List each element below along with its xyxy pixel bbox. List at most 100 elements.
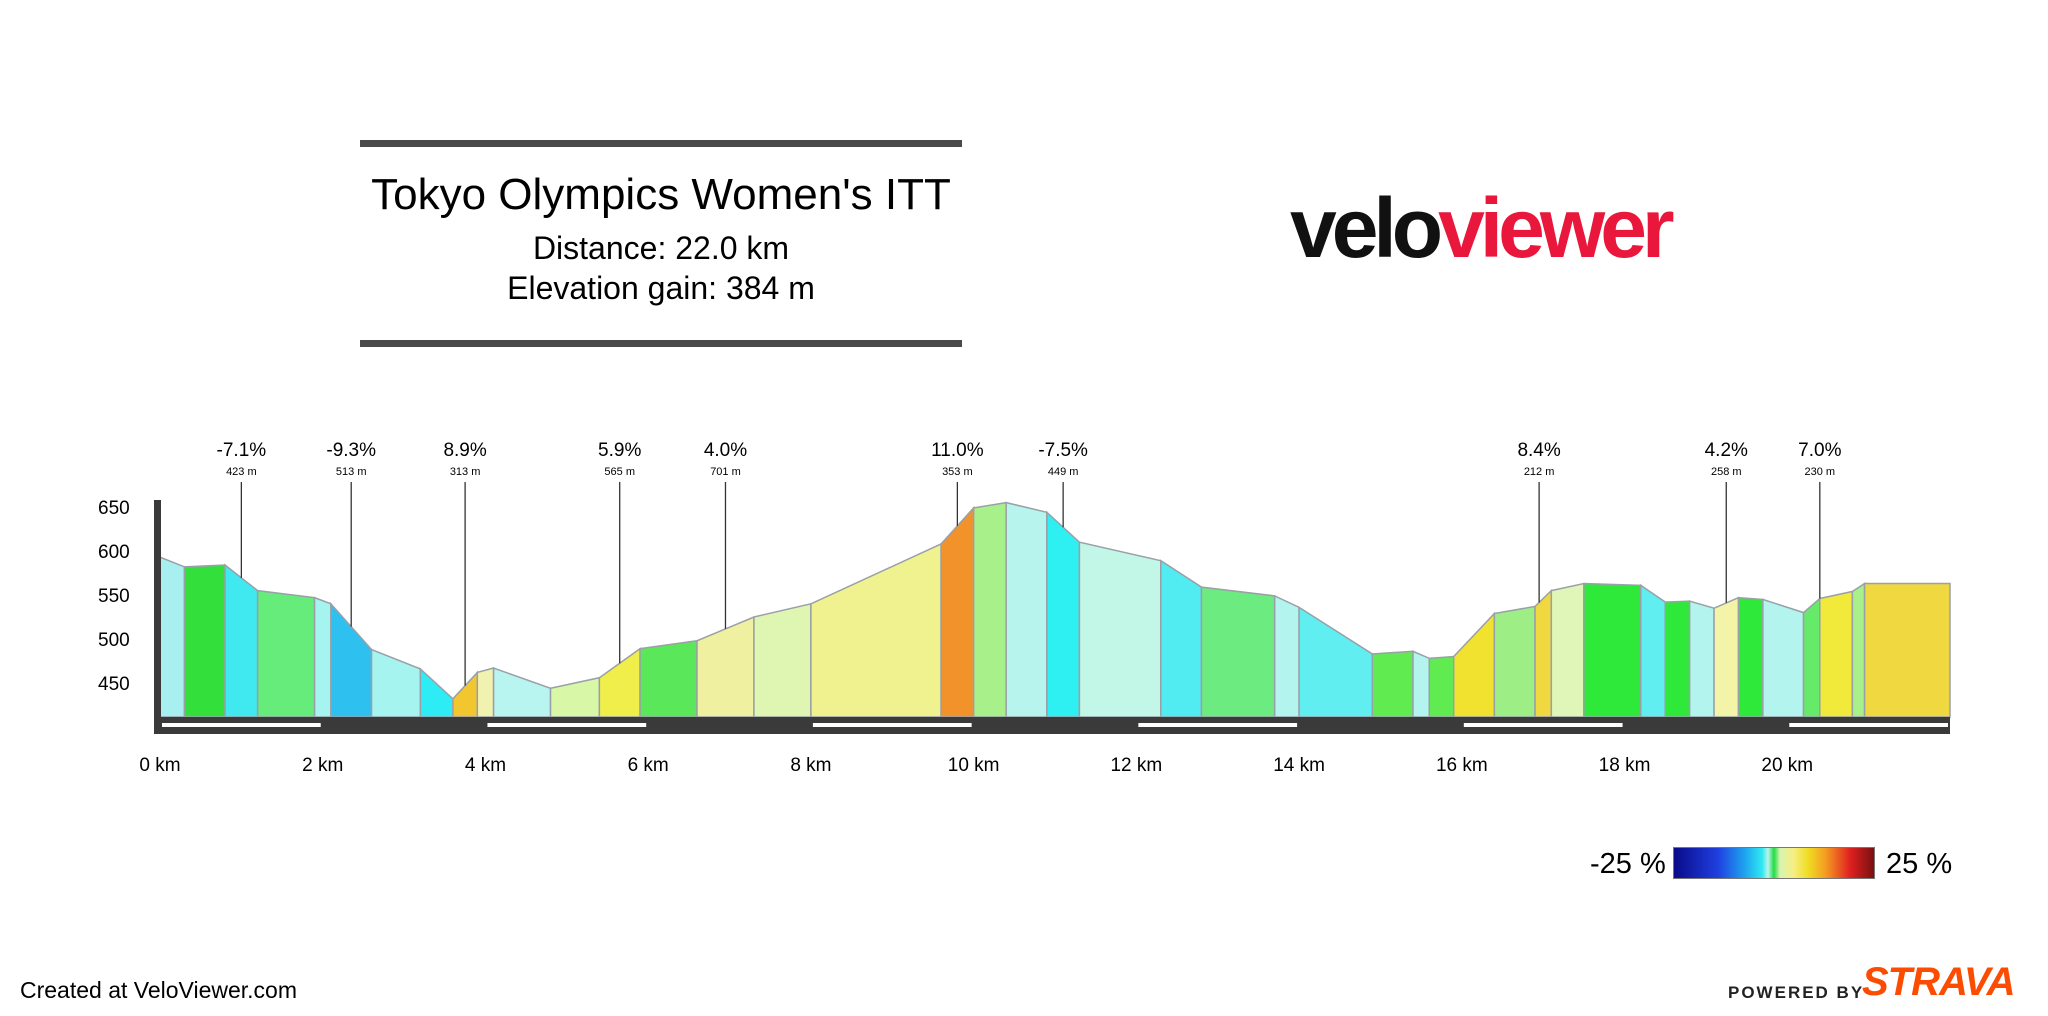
x-tick-label: 18 km (1599, 755, 1651, 776)
profile-segment (1664, 600, 1691, 718)
profile-segment (1762, 598, 1805, 718)
route-elevation-gain: Elevation gain: 384 m (507, 270, 815, 306)
profile-segment (639, 639, 698, 718)
profile-segment (1583, 582, 1642, 718)
climb-length-label: 449 m (1048, 466, 1079, 478)
profile-segment (256, 589, 316, 718)
profile-segment (1688, 600, 1715, 718)
distance-bar (154, 717, 1950, 734)
climb-length-label: 353 m (942, 466, 973, 478)
legend-min-label: -25 % (1590, 848, 1666, 880)
profile-segment (1273, 594, 1300, 718)
x-tick-label: 14 km (1273, 755, 1325, 776)
climb-grade-label: -9.3% (326, 440, 376, 461)
profile-segment (696, 615, 755, 718)
x-tick-label: 0 km (139, 755, 180, 776)
climb-grade-label: 5.9% (598, 440, 641, 461)
profile-segment (419, 667, 454, 718)
km-marker (1789, 723, 1948, 727)
profile-segment (476, 667, 495, 718)
profile-segment (1713, 596, 1740, 718)
legend-max-label: 25 % (1886, 848, 1953, 880)
profile-segment (492, 666, 552, 718)
strava-logo: STRAVA (1862, 960, 2016, 1004)
profile-segment (183, 564, 226, 718)
route-title: Tokyo Olympics Women's ITT (371, 170, 951, 219)
profile-segment (1371, 650, 1414, 718)
climb-length-label: 212 m (1524, 466, 1555, 478)
y-tick-label: 500 (98, 630, 130, 651)
climb-grade-label: 8.4% (1517, 440, 1560, 461)
powered-by-text: POWERED BY (1728, 983, 1865, 1002)
climb-grade-label: 4.0% (704, 440, 747, 461)
climb-length-label: 701 m (710, 466, 741, 478)
profile-segment (940, 505, 975, 718)
x-tick-label: 12 km (1110, 755, 1162, 776)
x-tick-label: 4 km (465, 755, 506, 776)
profile-segment (972, 501, 1007, 718)
created-at-link[interactable]: Created at VeloViewer.com (20, 977, 298, 1003)
veloviewer-logo: veloviewer (1290, 186, 1675, 270)
profile-segment (1005, 501, 1048, 718)
profile-segment (1428, 655, 1455, 718)
y-tick-label: 550 (98, 586, 130, 607)
profile-segment (1452, 611, 1496, 718)
km-marker (1463, 723, 1623, 727)
profile-segment (1802, 596, 1821, 718)
x-tick-label: 6 km (628, 755, 669, 776)
climb-grade-label: 7.0% (1798, 440, 1841, 461)
profile-segment (1412, 650, 1431, 718)
logo-velo-text: velo (1290, 181, 1443, 275)
logo-viewer-text: viewer (1438, 181, 1675, 275)
x-tick-label: 20 km (1761, 755, 1813, 776)
title-rule-bottom (360, 340, 962, 347)
title-rule-top (360, 140, 962, 147)
climb-length-label: 423 m (226, 466, 257, 478)
profile-segment (549, 676, 601, 718)
profile-segment (313, 596, 332, 718)
profile-segment (1493, 605, 1536, 718)
climb-length-label: 313 m (450, 466, 481, 478)
profile-segment (753, 602, 812, 718)
x-tick-label: 16 km (1436, 755, 1488, 776)
profile-segment (1534, 588, 1553, 718)
km-marker (162, 723, 321, 727)
x-tick-label: 2 km (302, 755, 343, 776)
profile-segment (1550, 582, 1585, 718)
profile-segment (1851, 582, 1866, 718)
x-tick-label: 10 km (948, 755, 1000, 776)
profile-segment (810, 542, 942, 718)
climb-length-label: 230 m (1805, 466, 1836, 478)
y-tick-label: 600 (98, 542, 130, 563)
km-marker (1138, 723, 1298, 727)
climb-grade-label: 8.9% (443, 440, 486, 461)
y-tick-label: 650 (98, 498, 130, 519)
climb-grade-label: -7.1% (217, 440, 267, 461)
route-distance: Distance: 22.0 km (532, 230, 790, 266)
profile-segment (1737, 596, 1764, 718)
x-tick-label: 8 km (790, 755, 831, 776)
km-marker (812, 723, 972, 727)
profile-segment (1298, 605, 1374, 718)
climb-length-label: 258 m (1711, 466, 1742, 478)
profile-segment (1160, 559, 1203, 718)
climb-length-label: 513 m (336, 466, 367, 478)
climb-grade-label: 4.2% (1705, 440, 1748, 461)
profile-segment (224, 563, 259, 718)
gradient-legend-bar (1673, 847, 1875, 879)
profile-segment (1640, 583, 1666, 718)
climb-length-label: 565 m (604, 466, 635, 478)
km-marker (487, 723, 647, 727)
title-block: Tokyo Olympics Women's ITT Distance: 22.… (360, 140, 962, 350)
profile-segment (1078, 541, 1162, 718)
profile-segment (1863, 582, 1951, 718)
profile-segment (1819, 590, 1854, 718)
y-tick-label: 450 (98, 674, 130, 695)
profile-segment (1046, 510, 1081, 718)
climb-grade-label: 11.0% (931, 440, 984, 461)
profile-segment (370, 648, 422, 718)
climb-grade-label: -7.5% (1038, 440, 1088, 461)
profile-segment (1200, 586, 1276, 718)
y-axis-line (154, 500, 161, 722)
